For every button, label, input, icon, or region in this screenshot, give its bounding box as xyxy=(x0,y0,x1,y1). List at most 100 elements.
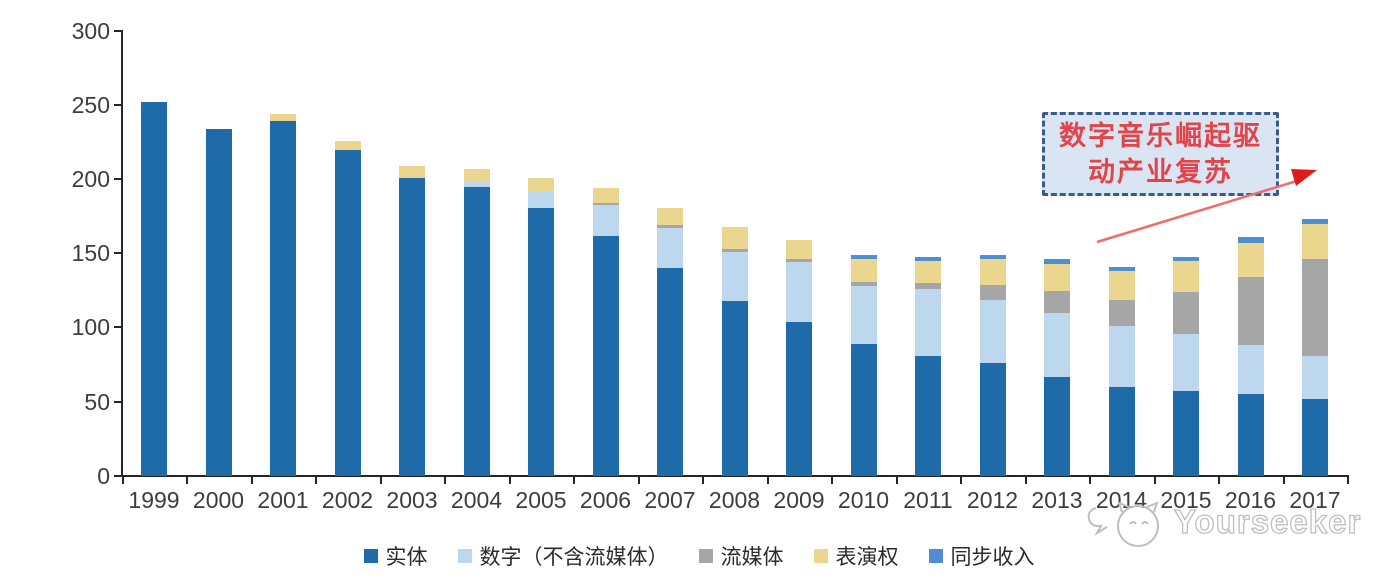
legend: 实体 数字（不含流媒体） 流媒体 表演权 同步收入 xyxy=(0,541,1398,571)
x-tick xyxy=(1347,477,1350,484)
bar-segment-digital-excl-streaming xyxy=(1044,312,1070,377)
x-tick xyxy=(1218,477,1221,484)
bar-stack-2001 xyxy=(270,114,296,476)
bar-segment-performance-rights xyxy=(1108,271,1135,300)
bar-segment-physical xyxy=(399,177,425,476)
bar-segment-performance-rights xyxy=(463,168,490,183)
legend-item-physical: 实体 xyxy=(363,541,428,571)
legend-swatch-performance-rights xyxy=(813,549,828,563)
y-tick xyxy=(114,326,122,329)
bar-segment-performance-rights xyxy=(915,260,941,284)
bar-segment-sync-revenue xyxy=(1173,256,1199,261)
x-axis-label: 2001 xyxy=(257,487,309,513)
bar-stack-2009 xyxy=(786,240,812,476)
x-tick xyxy=(895,477,898,484)
bar-segment-performance-rights xyxy=(850,259,877,282)
bar-segment-sync-revenue xyxy=(1302,219,1328,224)
bar-segment-streaming xyxy=(721,249,748,253)
x-axis-label: 2016 xyxy=(1224,487,1277,513)
bar-segment-physical xyxy=(1108,387,1135,476)
bar-segment-performance-rights xyxy=(786,240,812,260)
bar-stack-2004 xyxy=(463,168,490,476)
bar-stack-2013 xyxy=(1044,259,1070,476)
x-axis-label: 2009 xyxy=(773,487,825,513)
annotation-callout: 数字音乐崛起驱 动产业复苏 xyxy=(1042,112,1279,196)
y-axis-line xyxy=(121,30,123,477)
bar-segment-digital-excl-streaming xyxy=(1237,345,1264,395)
x-axis-label: 2006 xyxy=(579,487,632,513)
x-tick xyxy=(573,477,576,484)
bar-segment-digital-excl-streaming xyxy=(979,299,1006,364)
bar-segment-performance-rights xyxy=(1302,223,1328,260)
legend-item-performance-rights: 表演权 xyxy=(813,541,899,571)
legend-swatch-physical xyxy=(363,549,378,563)
x-tick xyxy=(121,477,124,484)
bar-stack-2015 xyxy=(1173,256,1199,476)
bar-segment-physical xyxy=(592,235,619,476)
bar-segment-physical xyxy=(657,268,683,476)
bar-segment-performance-rights xyxy=(592,188,619,204)
bar-stack-2002 xyxy=(334,140,361,476)
legend-swatch-digital-excl-streaming xyxy=(457,549,472,563)
annotation-text-line1: 数字音乐崛起驱 xyxy=(1059,121,1262,151)
yourseeker-logo-icon xyxy=(1087,501,1159,547)
x-tick xyxy=(444,477,447,484)
y-axis-label: 300 xyxy=(71,17,110,44)
watermark: Yourseeker xyxy=(1082,494,1361,550)
bar-stack-2012 xyxy=(979,255,1006,476)
x-tick xyxy=(250,477,253,484)
bar-segment-physical xyxy=(915,355,941,476)
bar-segment-digital-excl-streaming xyxy=(1302,355,1328,399)
bar-segment-streaming xyxy=(1173,292,1199,334)
bar-segment-performance-rights xyxy=(528,177,554,192)
bar-segment-digital-excl-streaming xyxy=(528,191,554,208)
bar-segment-digital-excl-streaming xyxy=(463,182,490,187)
bar-segment-digital-excl-streaming xyxy=(786,262,812,322)
bar-stack-2017 xyxy=(1302,219,1328,476)
bar-stack-2000 xyxy=(205,128,232,476)
legend-label-digital-excl-streaming: 数字（不含流媒体） xyxy=(479,545,669,569)
bar-segment-performance-rights xyxy=(270,114,296,122)
bar-segment-digital-excl-streaming xyxy=(721,252,748,301)
bar-stack-2006 xyxy=(592,188,619,476)
bar-segment-digital-excl-streaming xyxy=(1173,333,1199,392)
bar-segment-physical xyxy=(850,343,877,476)
bar-segment-sync-revenue xyxy=(850,255,877,260)
bar-segment-physical xyxy=(1237,394,1264,476)
bar-segment-performance-rights xyxy=(1237,243,1264,278)
legend-item-streaming: 流媒体 xyxy=(698,541,784,571)
x-tick xyxy=(1153,477,1156,484)
bar-segment-performance-rights xyxy=(657,207,683,226)
bar-segment-digital-excl-streaming xyxy=(592,204,619,236)
x-tick xyxy=(1282,477,1285,484)
legend-swatch-streaming xyxy=(698,549,713,563)
bar-segment-sync-revenue xyxy=(915,256,941,261)
bar-stack-2016 xyxy=(1237,237,1264,476)
y-axis-label: 250 xyxy=(71,91,110,118)
x-axis-label: 2010 xyxy=(837,487,890,513)
legend-label-streaming: 流媒体 xyxy=(720,545,784,569)
x-tick xyxy=(1024,477,1027,484)
x-axis-label: 2013 xyxy=(1031,487,1083,513)
y-axis-label: 150 xyxy=(71,240,110,267)
x-tick xyxy=(831,477,834,484)
x-tick xyxy=(637,477,640,484)
x-tick xyxy=(186,477,189,484)
bar-segment-physical xyxy=(334,149,361,476)
bar-segment-performance-rights xyxy=(1044,263,1070,291)
y-tick xyxy=(114,178,122,181)
x-axis-label: 2011 xyxy=(903,487,953,513)
legend-label-sync-revenue: 同步收入 xyxy=(950,545,1035,569)
bar-segment-physical xyxy=(205,128,232,476)
bar-segment-performance-rights xyxy=(334,140,361,150)
y-tick xyxy=(114,400,122,403)
legend-label-physical: 实体 xyxy=(385,545,428,569)
bar-segment-performance-rights xyxy=(721,226,748,250)
bar-segment-streaming xyxy=(1044,290,1070,313)
x-axis-label: 2015 xyxy=(1160,487,1212,513)
bar-segment-physical xyxy=(528,207,554,476)
bar-segment-physical xyxy=(463,186,490,476)
x-axis-label: 2012 xyxy=(966,487,1019,513)
x-axis-label: 2002 xyxy=(321,487,374,513)
